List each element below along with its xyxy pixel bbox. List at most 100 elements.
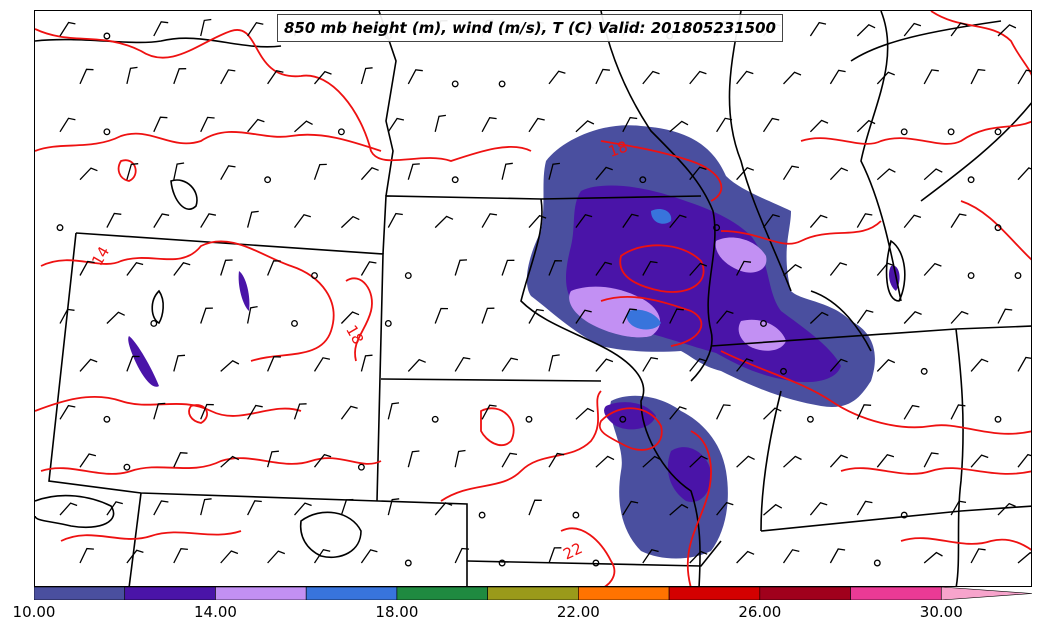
wind-barb (809, 21, 827, 37)
temperature-contours (35, 11, 1031, 586)
colorbar-bin (759, 587, 851, 600)
wind-barb (59, 21, 76, 37)
wind-barb (783, 455, 802, 468)
wind-barb (293, 214, 311, 228)
calm-wind-circle (967, 176, 975, 184)
wind-barb (669, 503, 689, 516)
wind-barb (220, 360, 240, 372)
wind-barb (622, 116, 638, 133)
wind-barb (736, 550, 755, 564)
calm-wind-circle (404, 272, 412, 279)
wind-barb (528, 214, 547, 229)
wind-barb (642, 260, 658, 276)
wind-barb (173, 452, 188, 468)
wind-barb (79, 358, 98, 372)
wind-barb (247, 118, 265, 133)
colorbar-tick-label: 14.00 (193, 603, 237, 621)
wind-barb (575, 407, 595, 420)
boundary-line (382, 195, 702, 255)
wind-barb (220, 69, 236, 85)
isotherm (35, 131, 382, 152)
shade-region-south-core-2 (667, 447, 712, 502)
wind-barb (340, 215, 360, 229)
wind-barb (548, 547, 562, 564)
calm-wind-circle (498, 80, 506, 88)
wind-barb (575, 309, 592, 324)
wind-barb (481, 116, 497, 133)
boundary-line (128, 492, 142, 586)
wind-barb (173, 162, 185, 180)
wind-barb (126, 549, 144, 564)
map-title: 850 mb height (m), wind (m/s), T (C) Val… (277, 14, 783, 42)
wind-barb (126, 355, 140, 372)
wind-barb (762, 213, 780, 228)
boundary-line (760, 505, 1031, 532)
calm-wind-circle (451, 80, 459, 88)
shade-region-light-2 (715, 237, 767, 273)
wind-barb (595, 261, 613, 276)
wind-barb (481, 213, 498, 228)
wind-barb (267, 356, 281, 372)
wind-barb (736, 70, 754, 85)
wind-barb (501, 357, 519, 372)
colorbar-bin (34, 587, 126, 600)
wind-barb (220, 259, 233, 276)
wind-barb (434, 307, 449, 324)
wind-barb (528, 308, 544, 324)
wind-barb (970, 358, 989, 372)
boundary-line (520, 198, 701, 586)
calm-wind-circle (619, 415, 627, 423)
wind-barb (595, 68, 610, 85)
isotherm (720, 350, 1031, 435)
wind-barb (856, 500, 873, 516)
wind-barb (407, 358, 426, 372)
wind-barb (783, 264, 802, 276)
isotherm (480, 407, 515, 446)
wind-barb (903, 404, 920, 420)
wind-barb (876, 71, 895, 85)
wind-barb (360, 67, 373, 85)
boundary-line (810, 290, 872, 352)
calm-wind-circle (384, 320, 392, 327)
wind-barb (340, 498, 354, 516)
wind-barb (59, 308, 75, 324)
wind-barb (313, 357, 331, 372)
wind-barb (434, 215, 454, 229)
isotherm (600, 140, 723, 202)
wind-barb (923, 262, 942, 276)
colorbar-bin (850, 587, 942, 600)
calm-wind-circle (900, 511, 908, 519)
boundary-line (955, 328, 964, 586)
wind-barb (548, 452, 565, 468)
wind-barb (642, 549, 659, 564)
wind-barb (153, 213, 170, 228)
isotherm (188, 404, 208, 424)
wind-barb (79, 260, 95, 276)
calm-wind-circle (56, 224, 64, 232)
calm-wind-circle (967, 272, 975, 279)
shade-region-blue (626, 309, 661, 330)
wind-barb (622, 308, 637, 324)
wind-barb (809, 119, 829, 133)
wind-barb (360, 354, 373, 372)
wind-barb (575, 214, 593, 228)
boundary-line (35, 37, 282, 48)
calm-wind-circle (451, 176, 459, 184)
calm-wind-circle (103, 415, 111, 423)
isotherm (60, 530, 242, 542)
wind-barb (313, 453, 332, 468)
wind-barb (622, 500, 639, 516)
isotherm (720, 220, 882, 245)
wind-barb (716, 310, 734, 324)
wind-barbs (56, 18, 1031, 567)
isotherm (840, 467, 1031, 475)
wind-barb (923, 69, 939, 85)
wind-barb (200, 116, 215, 133)
wind-barb (970, 454, 989, 468)
colorbar-bin (487, 587, 579, 600)
wind-barb (856, 119, 876, 133)
calm-wind-circle (994, 224, 1002, 232)
wind-barb (736, 260, 752, 276)
isotherm (35, 28, 532, 162)
calm-wind-circle (337, 128, 345, 136)
